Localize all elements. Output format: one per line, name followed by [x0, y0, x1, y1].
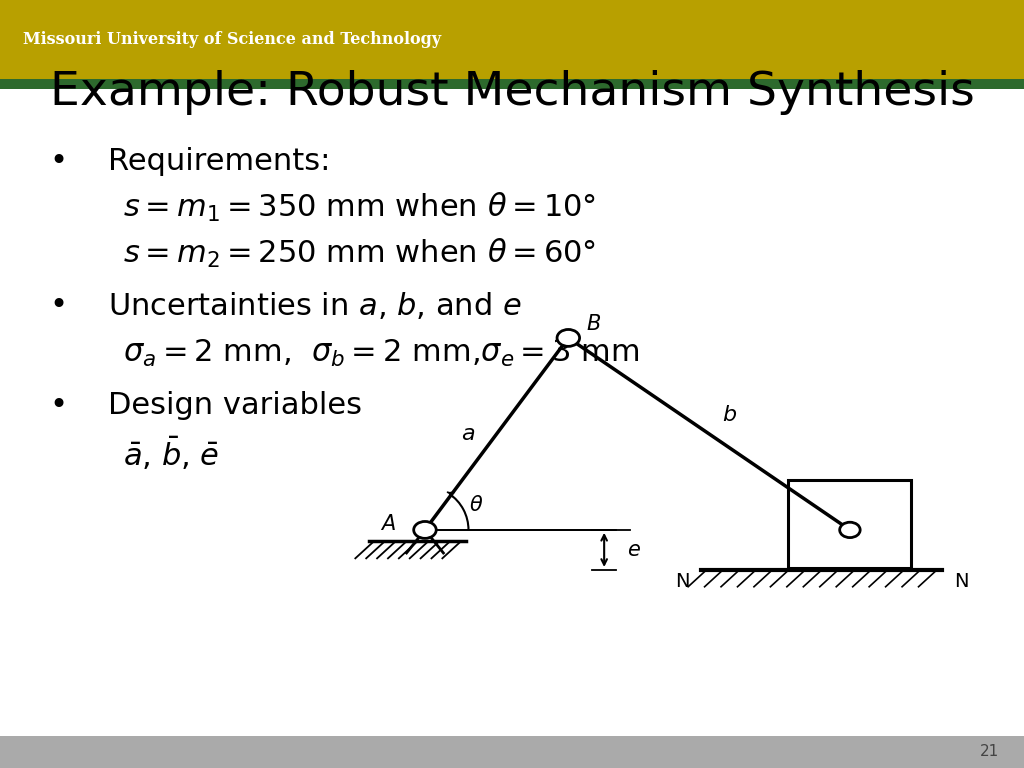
Text: •: •: [49, 147, 68, 176]
Text: $A$: $A$: [380, 514, 396, 534]
Text: $\theta$: $\theta$: [469, 495, 483, 515]
Text: $a$: $a$: [461, 424, 475, 444]
Circle shape: [414, 521, 436, 538]
Text: 21: 21: [980, 744, 999, 760]
Text: •: •: [49, 291, 68, 320]
Text: $\sigma_a = 2$ mm,  $\sigma_b = 2$ mm,$\sigma_e = 3$ mm: $\sigma_a = 2$ mm, $\sigma_b = 2$ mm,$\s…: [123, 338, 639, 369]
Text: •: •: [49, 391, 68, 420]
Bar: [788, 480, 911, 568]
Bar: [0, 79, 1024, 89]
Text: $s = m_1 = 350$ mm when $\theta = 10°$: $s = m_1 = 350$ mm when $\theta = 10°$: [123, 190, 596, 224]
Text: Design variables: Design variables: [108, 391, 361, 420]
Text: $C$: $C$: [868, 524, 885, 544]
Text: Missouri University of Science and Technology: Missouri University of Science and Techn…: [23, 31, 440, 48]
Text: Example: Robust Mechanism Synthesis: Example: Robust Mechanism Synthesis: [49, 70, 975, 114]
Text: $e$: $e$: [627, 540, 641, 560]
Bar: [0, 0, 1024, 79]
Bar: [0, 736, 1024, 768]
Text: $\bar{a}$, $\bar{b}$, $\bar{e}$: $\bar{a}$, $\bar{b}$, $\bar{e}$: [123, 435, 219, 472]
Text: $s = m_2 = 250$ mm when $\theta = 60°$: $s = m_2 = 250$ mm when $\theta = 60°$: [123, 237, 596, 270]
Text: $b$: $b$: [722, 405, 737, 425]
Text: N: N: [675, 572, 689, 591]
Text: $B$: $B$: [586, 314, 601, 334]
Circle shape: [557, 329, 580, 346]
Circle shape: [840, 522, 860, 538]
Text: Uncertainties in $a$, $b$, and $e$: Uncertainties in $a$, $b$, and $e$: [108, 290, 521, 321]
Text: Requirements:: Requirements:: [108, 147, 330, 176]
Text: N: N: [954, 572, 969, 591]
